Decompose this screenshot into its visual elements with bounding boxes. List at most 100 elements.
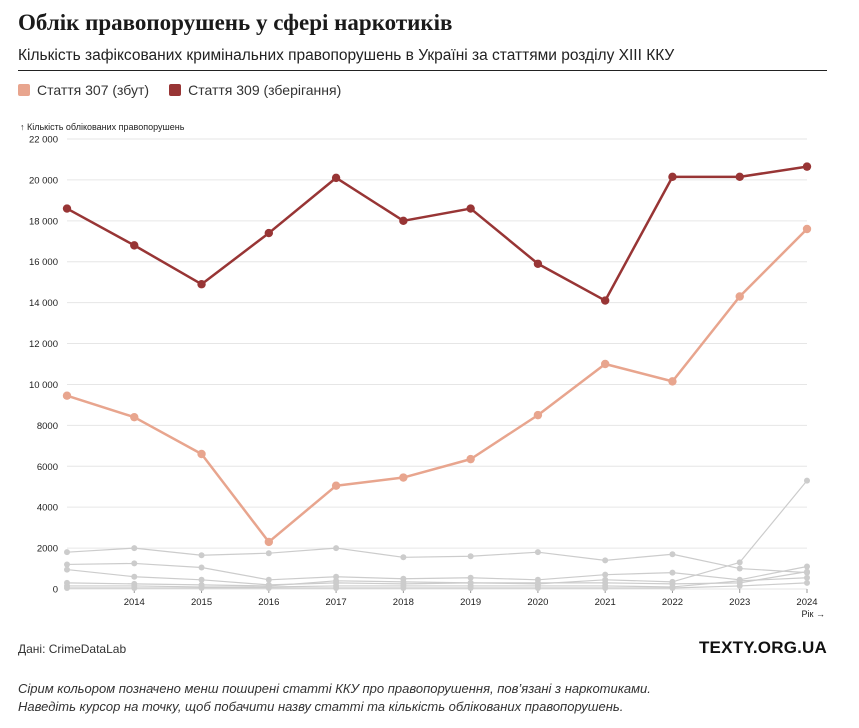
data-point[interactable] xyxy=(264,228,274,238)
data-point[interactable] xyxy=(400,554,407,561)
data-point[interactable] xyxy=(602,571,609,578)
data-point[interactable] xyxy=(736,559,743,566)
data-point[interactable] xyxy=(467,574,474,581)
data-point[interactable] xyxy=(399,473,408,482)
data-point[interactable] xyxy=(804,477,810,484)
data-point[interactable] xyxy=(130,241,139,250)
series-other-6 xyxy=(64,579,810,591)
x-tick-label: 2017 xyxy=(326,597,347,608)
data-point[interactable] xyxy=(736,565,743,572)
data-point[interactable] xyxy=(668,377,677,386)
x-tick-label: 2020 xyxy=(527,597,548,608)
series-line xyxy=(67,582,808,589)
data-point[interactable] xyxy=(467,553,474,560)
data-point[interactable] xyxy=(198,576,205,583)
data-point[interactable] xyxy=(331,173,341,183)
series-other-1 xyxy=(64,545,810,576)
brand-logo[interactable]: TEXTY.ORG.UA xyxy=(698,638,827,657)
series-309 xyxy=(62,162,812,305)
data-point[interactable] xyxy=(264,537,274,547)
data-point[interactable] xyxy=(197,449,206,459)
x-tick-label: 2014 xyxy=(124,597,145,608)
data-point[interactable] xyxy=(198,552,205,559)
note-line-1: Сірим кольором позначено менш поширені с… xyxy=(18,681,651,696)
data-point[interactable] xyxy=(533,410,543,420)
y-tick-label: 10 000 xyxy=(29,380,58,391)
data-point[interactable] xyxy=(198,564,205,571)
series-line xyxy=(66,228,808,544)
data-point[interactable] xyxy=(333,545,340,552)
data-point[interactable] xyxy=(399,216,408,226)
legend-label-309: Стаття 309 (зберігання) xyxy=(188,82,342,98)
data-point[interactable] xyxy=(804,568,810,575)
data-point[interactable] xyxy=(600,359,610,369)
data-point[interactable] xyxy=(602,584,609,591)
data-point[interactable] xyxy=(64,566,70,573)
note-line-2: Наведіть курсор на точку, щоб побачити н… xyxy=(18,699,624,714)
data-point[interactable] xyxy=(533,259,543,268)
data-point[interactable] xyxy=(804,563,810,570)
data-point[interactable] xyxy=(131,545,138,552)
data-point[interactable] xyxy=(130,412,139,422)
data-point[interactable] xyxy=(131,584,138,591)
y-tick-label: 4000 xyxy=(37,503,58,514)
data-point[interactable] xyxy=(198,584,205,591)
data-source: Дані: CrimeDataLab xyxy=(18,642,127,656)
data-point[interactable] xyxy=(466,454,475,464)
x-tick-label: 2023 xyxy=(729,597,750,608)
y-tick-label: 20 000 xyxy=(29,175,58,186)
data-point[interactable] xyxy=(265,584,272,591)
legend-label-307: Стаття 307 (збут) xyxy=(37,82,150,98)
series-307 xyxy=(62,224,812,547)
data-point[interactable] xyxy=(736,582,743,589)
y-tick-label: 14 000 xyxy=(29,298,58,309)
data-point[interactable] xyxy=(466,204,475,213)
legend-item-307[interactable]: Стаття 307 (збут) xyxy=(18,82,149,98)
data-point[interactable] xyxy=(331,481,341,490)
data-point[interactable] xyxy=(735,172,744,182)
y-tick-label: 22 000 xyxy=(29,135,58,146)
y-tick-label: 12 000 xyxy=(29,339,58,350)
series-line xyxy=(66,547,808,574)
series-other-3 xyxy=(64,477,810,588)
data-point[interactable] xyxy=(600,296,610,305)
data-point[interactable] xyxy=(669,584,676,591)
data-point[interactable] xyxy=(802,224,812,234)
series-line xyxy=(66,571,808,587)
x-tick-label: 2016 xyxy=(258,597,279,608)
chart-note: Сірим кольором позначено менш поширені с… xyxy=(18,680,651,716)
data-point[interactable] xyxy=(534,549,541,556)
data-point[interactable] xyxy=(62,204,72,213)
data-point[interactable] xyxy=(64,549,70,556)
data-point[interactable] xyxy=(265,550,272,557)
y-axis-label: ↑ Кількість облікованих правопорушень xyxy=(20,122,185,132)
data-point[interactable] xyxy=(669,569,676,576)
data-point[interactable] xyxy=(131,560,138,567)
data-point[interactable] xyxy=(467,584,474,591)
data-point[interactable] xyxy=(802,162,812,171)
data-point[interactable] xyxy=(333,584,340,591)
data-point[interactable] xyxy=(265,576,272,583)
data-point[interactable] xyxy=(197,280,206,289)
legend-item-309[interactable]: Стаття 309 (зберігання) xyxy=(169,82,341,98)
data-point[interactable] xyxy=(735,292,744,301)
data-point[interactable] xyxy=(131,573,138,580)
data-point[interactable] xyxy=(64,584,70,591)
data-point[interactable] xyxy=(668,172,677,182)
data-point[interactable] xyxy=(804,579,810,586)
data-point[interactable] xyxy=(602,557,609,564)
x-tick-label: 2022 xyxy=(662,597,683,608)
data-point[interactable] xyxy=(736,577,743,584)
data-point[interactable] xyxy=(669,551,676,558)
x-tick-label: 2015 xyxy=(191,597,212,608)
data-point[interactable] xyxy=(804,574,810,581)
y-tick-label: 2000 xyxy=(37,544,58,555)
data-point[interactable] xyxy=(534,584,541,591)
data-point[interactable] xyxy=(62,391,72,400)
data-point[interactable] xyxy=(333,577,340,584)
data-point[interactable] xyxy=(64,561,70,568)
data-point[interactable] xyxy=(400,584,407,591)
chart-title: Облік правопорушень у сфері наркотиків xyxy=(18,10,453,35)
series-line xyxy=(67,577,808,588)
